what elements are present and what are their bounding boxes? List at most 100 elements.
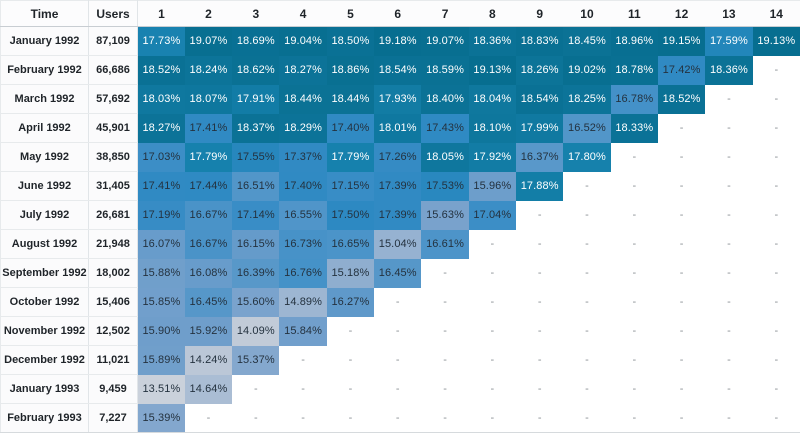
cohort-row: December 1992 11,021 15.89% 14.24% 15.37% - - -… [0,345,800,375]
empty-cell: - [516,229,564,259]
retention-cell: 16.67% [184,200,233,230]
retention-cell: 16.51% [232,171,280,201]
column-header-period: 5 [326,0,375,27]
row-users-count: 11,021 [88,345,138,375]
empty-cell: - [705,142,753,172]
empty-cell: - [705,403,753,433]
empty-cell: - [184,403,233,433]
empty-cell: - [279,345,327,375]
row-time-label: May 1992 [0,142,89,172]
retention-cell: 19.13% [752,26,800,56]
retention-cell: 18.86% [326,55,375,85]
empty-cell: - [468,258,516,288]
retention-cell: 16.45% [184,287,233,317]
empty-cell: - [657,229,706,259]
cohort-table-body: January 1992 87,109 17.73% 19.07% 18.69% 19.0… [0,26,800,433]
retention-cell: 17.37% [279,142,327,172]
retention-cell: 17.39% [374,200,422,230]
empty-cell: - [468,316,516,346]
empty-cell: - [657,374,706,404]
retention-cell: 16.73% [279,229,327,259]
retention-cell: 15.04% [374,229,422,259]
empty-cell: - [326,345,375,375]
retention-cell: 17.79% [184,142,233,172]
empty-cell: - [752,142,800,172]
column-header-period: 9 [516,0,564,27]
empty-cell: - [752,171,800,201]
retention-cell: 17.40% [279,171,327,201]
empty-cell: - [468,403,516,433]
column-header-users: Users [88,0,138,27]
cohort-row: July 1992 26,681 17.19% 16.67% 17.14% 16.55% 1… [0,200,800,230]
empty-cell: - [279,403,327,433]
empty-cell: - [421,287,469,317]
retention-cell: 16.39% [232,258,280,288]
empty-cell: - [374,374,422,404]
retention-cell: 14.09% [232,316,280,346]
empty-cell: - [232,403,280,433]
header-row: Time Users 1 2 3 4 5 6 7 8 9 10 11 12 13 14 [0,0,800,27]
row-users-count: 18,002 [88,258,138,288]
empty-cell: - [421,403,469,433]
retention-cell: 17.55% [232,142,280,172]
empty-cell: - [516,345,564,375]
empty-cell: - [705,316,753,346]
empty-cell: - [610,316,658,346]
retention-cell: 17.91% [232,84,280,114]
retention-cell: 18.59% [421,55,469,85]
empty-cell: - [610,171,658,201]
retention-cell: 16.45% [374,258,422,288]
retention-cell: 15.37% [232,345,280,375]
retention-cell: 17.39% [374,171,422,201]
empty-cell: - [232,374,280,404]
empty-cell: - [516,316,564,346]
empty-cell: - [657,171,706,201]
retention-cell: 18.62% [232,55,280,85]
retention-cell: 15.60% [232,287,280,317]
retention-cell: 15.89% [137,345,185,375]
empty-cell: - [468,229,516,259]
empty-cell: - [374,316,422,346]
row-time-label: February 1992 [0,55,89,85]
empty-cell: - [421,345,469,375]
cohort-row: June 1992 31,405 17.41% 17.44% 16.51% 17.40% 1… [0,171,800,201]
empty-cell: - [705,229,753,259]
retention-cell: 14.64% [184,374,233,404]
retention-cell: 18.96% [610,26,658,56]
empty-cell: - [610,258,658,288]
retention-cell: 17.59% [705,26,753,56]
retention-cell: 17.99% [516,113,564,143]
row-time-label: October 1992 [0,287,89,317]
retention-cell: 17.88% [516,171,564,201]
retention-cell: 18.26% [516,55,564,85]
column-header-period: 11 [610,0,658,27]
retention-cell: 15.18% [326,258,375,288]
empty-cell: - [610,345,658,375]
empty-cell: - [657,200,706,230]
retention-cell: 18.10% [468,113,516,143]
retention-cell: 17.19% [137,200,185,230]
retention-cell: 19.15% [657,26,706,56]
retention-cell: 19.07% [421,26,469,56]
retention-cell: 16.37% [516,142,564,172]
retention-cell: 17.04% [468,200,516,230]
empty-cell: - [752,258,800,288]
row-time-label: February 1993 [0,403,89,433]
empty-cell: - [705,287,753,317]
empty-cell: - [421,316,469,346]
empty-cell: - [610,200,658,230]
retention-cell: 18.69% [232,26,280,56]
retention-cell: 19.18% [374,26,422,56]
retention-cell: 16.27% [326,287,375,317]
empty-cell: - [563,258,611,288]
empty-cell: - [705,84,753,114]
row-users-count: 15,406 [88,287,138,317]
empty-cell: - [752,84,800,114]
retention-cell: 17.26% [374,142,422,172]
retention-cell: 18.50% [326,26,375,56]
retention-cell: 18.03% [137,84,185,114]
row-users-count: 7,227 [88,403,138,433]
empty-cell: - [705,345,753,375]
retention-cell: 16.78% [610,84,658,114]
